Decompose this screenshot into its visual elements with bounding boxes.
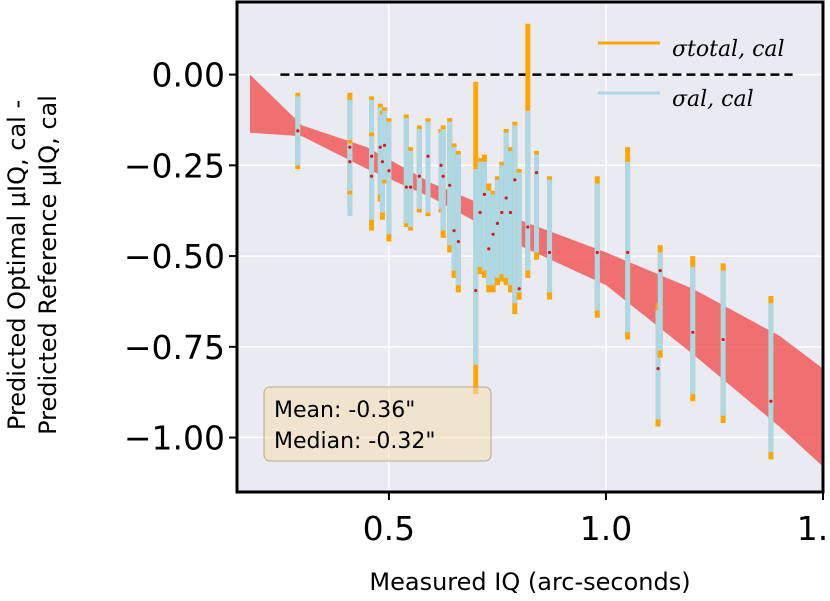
data-point xyxy=(595,250,599,255)
data-point xyxy=(500,210,504,215)
stats-median: Median: -0.32" xyxy=(274,429,435,454)
data-point xyxy=(478,210,482,215)
data-point xyxy=(417,174,421,178)
data-point xyxy=(495,221,500,226)
legend-label-total: σtotal, cal xyxy=(672,37,785,62)
data-point xyxy=(369,174,374,178)
legend-label-al: σal, cal xyxy=(672,87,754,112)
data-point xyxy=(526,225,530,229)
data-point xyxy=(348,145,352,149)
data-point xyxy=(369,154,374,158)
confidence-band xyxy=(250,74,823,467)
y-axis-label-line1: Predicted Optimal μIQ, cal - xyxy=(3,100,31,430)
data-point xyxy=(296,129,300,133)
data-point xyxy=(513,178,517,182)
legend: σtotal, cal σal, cal xyxy=(598,37,785,112)
stats-mean: Mean: -0.36" xyxy=(274,398,415,423)
data-point xyxy=(426,154,430,158)
data-point xyxy=(387,169,391,173)
y-axis-label-line2: Predicted Reference μIQ, cal xyxy=(34,95,62,435)
data-point xyxy=(487,247,491,251)
data-point xyxy=(448,183,452,187)
points-layer xyxy=(296,129,773,403)
data-point xyxy=(380,160,385,164)
x-tick-label: 1.0 xyxy=(580,509,632,548)
data-point xyxy=(626,250,630,255)
data-point xyxy=(656,366,660,371)
plot-frame xyxy=(235,0,825,494)
data-point xyxy=(482,192,487,196)
data-point xyxy=(409,185,413,189)
data-point xyxy=(508,210,513,215)
y-tick-label: 0.00 xyxy=(152,56,225,95)
data-point xyxy=(517,287,521,291)
data-point xyxy=(491,232,495,236)
data-point xyxy=(439,163,443,167)
data-point xyxy=(691,330,695,334)
confidence-band-layer xyxy=(250,74,823,467)
data-point xyxy=(474,288,478,293)
data-point xyxy=(721,337,725,342)
y-tick-label: −1.00 xyxy=(124,419,225,458)
data-point xyxy=(456,239,460,244)
data-point xyxy=(504,196,508,200)
data-point xyxy=(452,229,456,233)
y-tick-label: −0.75 xyxy=(124,328,225,367)
stats-box: Mean: -0.36" Median: -0.32" xyxy=(263,386,492,462)
data-point xyxy=(547,250,552,255)
data-point xyxy=(382,143,387,147)
stats-box-bg xyxy=(263,386,492,462)
x-tick-label: 0.5 xyxy=(363,509,415,548)
data-point xyxy=(378,145,382,149)
ticks: 0.5 1.0 1.5 0.00 −0.25 −0.50 −0.75 −1.00 xyxy=(124,56,830,548)
error-bars-layer xyxy=(295,23,774,460)
x-axis-label: Measured IQ (arc-seconds) xyxy=(369,568,690,596)
y-tick-label: −0.50 xyxy=(124,237,225,276)
data-point xyxy=(441,174,445,178)
x-tick-label: 1.5 xyxy=(797,509,830,548)
data-point xyxy=(404,185,408,189)
data-point xyxy=(769,399,773,403)
y-tick-label: −0.25 xyxy=(124,146,225,185)
data-point xyxy=(348,160,352,164)
data-point xyxy=(534,170,539,175)
data-point xyxy=(658,268,662,273)
